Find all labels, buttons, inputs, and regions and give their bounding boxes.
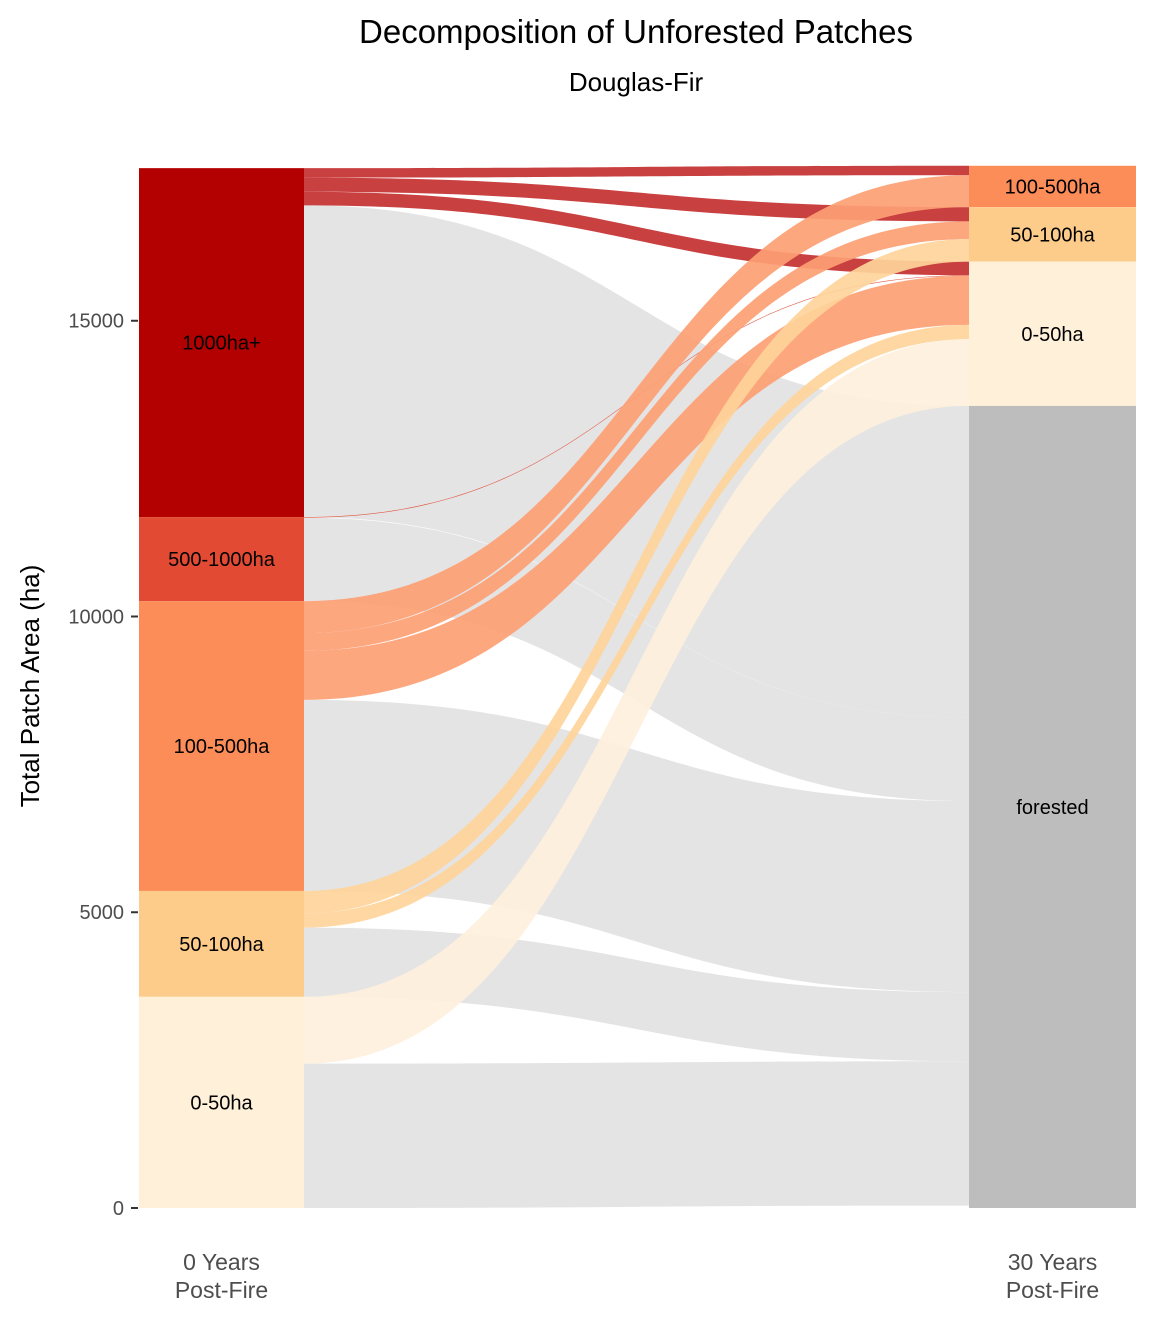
flow-100-500ha-to-forested <box>304 699 969 993</box>
x-axis-label-1-line2: Post-Fire <box>1006 1277 1099 1303</box>
y-tick-label-0: 0 <box>113 1198 124 1220</box>
axis1-stratum-label-forested: forested <box>1016 797 1088 819</box>
axis0-stratum-1000ha-plus <box>139 168 304 518</box>
flow-layer <box>304 165 969 1208</box>
axis0-stratum-50-100ha <box>139 890 304 997</box>
axis0-stratum-label-50-100ha: 50-100ha <box>179 934 264 956</box>
flow-100-500ha-to-0-50ha <box>304 275 969 700</box>
axis1-stratum-0-50ha <box>969 261 1136 406</box>
flow-0-50ha-to-forested <box>304 1061 969 1208</box>
y-tick-label-15000: 15000 <box>68 311 124 333</box>
y-tick-label-5000: 5000 <box>80 902 125 924</box>
y-axis-label: Total Patch Area (ha) <box>15 565 45 808</box>
x-axis-label-1-line1: 30 Years <box>1008 1249 1098 1275</box>
axis0-stratum-label-500-1000ha: 500-1000ha <box>168 549 276 571</box>
flow-1000ha-plus-to-100-500ha <box>304 165 969 178</box>
axis0-stratum-0-50ha <box>139 996 304 1208</box>
axis1-stratum-forested <box>969 405 1136 1208</box>
flow-500-1000ha-to-forested <box>304 517 969 802</box>
chart-subtitle: Douglas-Fir <box>569 67 704 97</box>
axis1-stratum-100-500ha <box>969 165 1136 208</box>
flow-1000ha-plus-to-50-100ha <box>304 177 969 222</box>
x-axis-label-0-line1: 0 Years <box>183 1249 260 1275</box>
axis0-stratum-label-100-500ha: 100-500ha <box>174 736 271 758</box>
chart-title: Decomposition of Unforested Patches <box>359 13 913 50</box>
flow-50-100ha-to-0-50ha <box>304 324 969 928</box>
axis1-stratum-label-50-100ha: 50-100ha <box>1010 224 1095 246</box>
flow-1000ha-plus-to-forested <box>304 205 969 718</box>
axis1-stratum-50-100ha <box>969 207 1136 262</box>
axis0-stratum-label-1000ha-plus: 1000ha+ <box>182 333 260 355</box>
axis0-stratum-label-0-50ha: 0-50ha <box>190 1092 253 1114</box>
y-axis: 0 5000 10000 15000 <box>68 311 138 1220</box>
strata-layer: 1000ha+ 500-1000ha 100-500ha 50-100ha 0-50ha… <box>139 165 1136 1208</box>
flow-1000ha-plus-to-0-50ha <box>304 191 969 276</box>
flow-50-100ha-to-50-100ha <box>304 239 969 914</box>
flow-100-500ha-to-100-500ha <box>304 175 969 634</box>
x-axis-label-0-line2: Post-Fire <box>175 1277 268 1303</box>
y-tick-label-10000: 10000 <box>68 606 124 628</box>
axis1-stratum-label-100-500ha: 100-500ha <box>1005 176 1102 198</box>
flow-100-500ha-to-50-100ha <box>304 221 969 651</box>
axis1-stratum-label-0-50ha: 0-50ha <box>1021 324 1084 346</box>
axis0-stratum-100-500ha <box>139 601 304 891</box>
flow-0-50ha-to-0-50ha <box>304 339 969 1064</box>
axis0-stratum-500-1000ha <box>139 517 304 602</box>
